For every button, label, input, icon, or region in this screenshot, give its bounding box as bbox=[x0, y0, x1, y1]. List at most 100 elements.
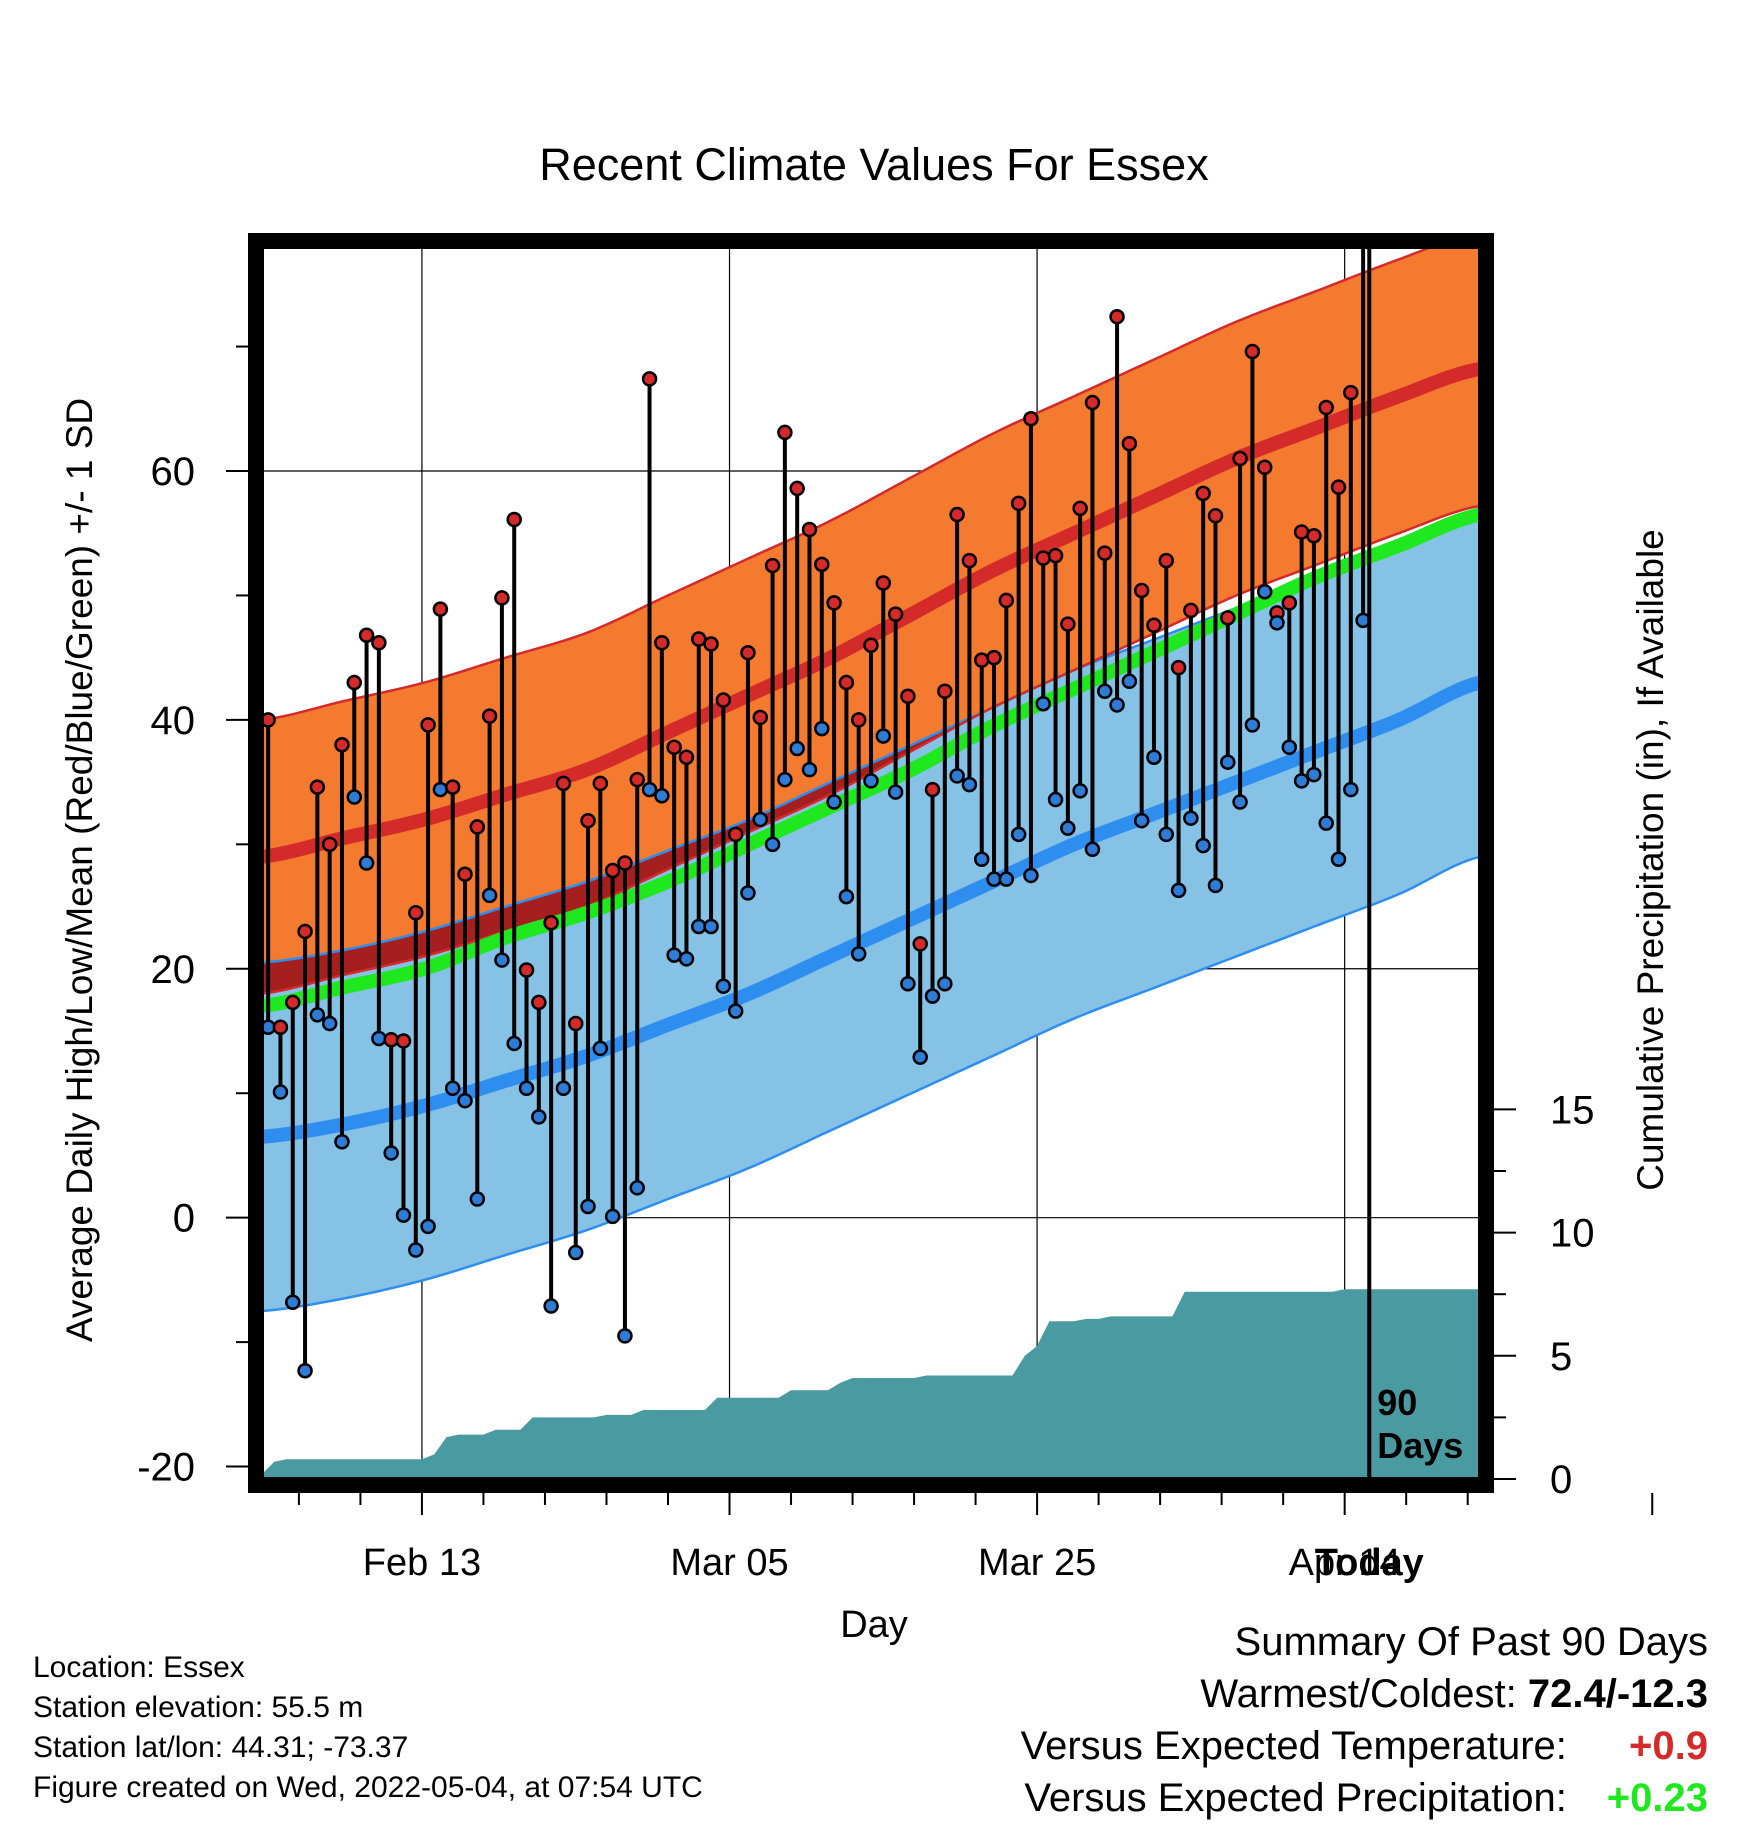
daily-low-point bbox=[1306, 766, 1322, 783]
daily-low-point bbox=[1269, 615, 1285, 631]
high-sd-band bbox=[262, 247, 1480, 994]
daily-low-point bbox=[297, 1362, 313, 1379]
precipitation-fill bbox=[262, 1289, 1480, 1479]
daily-low-point bbox=[1158, 826, 1175, 843]
daily-low-point bbox=[469, 1191, 486, 1207]
daily-high-point bbox=[358, 627, 375, 644]
daily-high-point bbox=[1170, 659, 1187, 676]
summary-panel: Summary Of Past 90 Days Warmest/Coldest:… bbox=[1021, 1620, 1708, 1828]
daily-high-point bbox=[262, 712, 276, 728]
daily-low-point bbox=[666, 947, 682, 963]
daily-high-point bbox=[617, 855, 633, 871]
daily-high-point bbox=[420, 717, 436, 733]
daily-high-point bbox=[383, 1031, 399, 1048]
daily-high-point bbox=[666, 739, 682, 756]
daily-high-point bbox=[691, 631, 707, 647]
daily-low-point bbox=[358, 855, 375, 871]
daily-low-point bbox=[986, 871, 1002, 887]
daily-low-point bbox=[1133, 812, 1150, 829]
daily-high-point bbox=[334, 737, 350, 753]
daily-low-point bbox=[1010, 826, 1027, 843]
daily-low-point bbox=[678, 951, 695, 967]
daily-low-point bbox=[998, 871, 1015, 887]
daily-high-point bbox=[309, 779, 326, 795]
daily-low-point bbox=[481, 887, 498, 904]
daily-high-point bbox=[1146, 617, 1162, 634]
daily-low-point bbox=[420, 1218, 436, 1235]
daily-high-point bbox=[1035, 550, 1051, 566]
daily-high-point bbox=[1183, 602, 1199, 619]
left-tick-label: -20 bbox=[137, 1446, 195, 1490]
daily-high-point bbox=[1072, 500, 1088, 517]
daily-high-point bbox=[297, 923, 313, 940]
daily-high-point bbox=[924, 781, 941, 798]
daily-high-point bbox=[641, 371, 658, 387]
left-axis-label: Average Daily High/Low/Mean (Red/Blue/Gr… bbox=[59, 398, 100, 1342]
daily-high-point bbox=[457, 866, 473, 882]
daily-low-point bbox=[1097, 683, 1113, 700]
daily-low-point bbox=[912, 1049, 928, 1065]
normal-bands bbox=[262, 247, 1480, 1313]
daily-low-point bbox=[395, 1207, 412, 1223]
daily-high-point bbox=[887, 606, 904, 622]
daily-low-point bbox=[321, 1015, 338, 1032]
daily-low-point bbox=[814, 720, 830, 737]
daily-low-point bbox=[617, 1328, 633, 1344]
left-tick-label: 20 bbox=[151, 948, 196, 992]
today-days-label: Days bbox=[1377, 1425, 1463, 1466]
daily-low-point bbox=[506, 1035, 522, 1052]
daily-low-point bbox=[863, 773, 879, 789]
daily-high-point bbox=[986, 649, 1002, 666]
daily-high-point bbox=[912, 936, 928, 952]
daily-high-point bbox=[506, 511, 522, 528]
daily-high-point bbox=[801, 521, 818, 538]
summary-extremes: Warmest/Coldest: 72.4/-12.3 bbox=[1021, 1672, 1708, 1724]
daily-low-point bbox=[924, 988, 941, 1004]
daily-low-point bbox=[900, 975, 916, 992]
daily-low-point bbox=[1183, 810, 1199, 826]
daily-high-point bbox=[1220, 610, 1236, 626]
extremes-label: Warmest/Coldest: bbox=[1200, 1672, 1517, 1716]
daily-low-point bbox=[1232, 794, 1248, 810]
normal-high-line bbox=[262, 362, 1480, 864]
summary-precip: Versus Expected Precipitation: +0.23 bbox=[1021, 1776, 1708, 1828]
x-tick-label: Feb 13 bbox=[363, 1542, 481, 1584]
daily-low-point bbox=[850, 946, 867, 962]
daily-low-point bbox=[937, 975, 953, 992]
daily-high-point bbox=[1318, 399, 1334, 416]
daily-low-point bbox=[543, 1298, 559, 1314]
daily-high-point bbox=[1121, 435, 1138, 452]
daily-low-point bbox=[1256, 583, 1273, 600]
daily-low-point bbox=[1084, 841, 1101, 858]
right-axis-label: Cumulative Precipitation (in), If Availa… bbox=[1630, 529, 1671, 1191]
daily-low-point bbox=[432, 781, 449, 798]
daily-high-point bbox=[432, 601, 449, 617]
daily-low-point bbox=[1293, 773, 1310, 789]
location-text: Location: Essex bbox=[33, 1651, 245, 1684]
right-tick-label: 10 bbox=[1550, 1212, 1595, 1256]
daily-high-point bbox=[272, 1019, 289, 1036]
elevation-text: Station elevation: 55.5 m bbox=[33, 1691, 364, 1724]
right-tick-label: 0 bbox=[1550, 1458, 1572, 1502]
daily-high-point bbox=[567, 1015, 584, 1032]
daily-high-point bbox=[395, 1033, 412, 1049]
daily-high-point bbox=[937, 683, 953, 700]
daily-low-point bbox=[1109, 697, 1125, 713]
low-lower-sd-line bbox=[262, 855, 1480, 1313]
daily-high-point bbox=[838, 674, 855, 691]
daily-low-point bbox=[592, 1040, 609, 1057]
created-text: Figure created on Wed, 2022-05-04, at 07… bbox=[33, 1771, 703, 1804]
plot-frame bbox=[248, 233, 1494, 1493]
daily-low-point bbox=[703, 918, 719, 935]
daily-high-point bbox=[531, 994, 547, 1011]
daily-high-point bbox=[715, 692, 732, 708]
daily-high-point bbox=[555, 775, 572, 792]
daily-low-point bbox=[961, 776, 978, 793]
chart-title: Recent Climate Values For Essex bbox=[539, 139, 1209, 190]
daily-low-point bbox=[1023, 867, 1039, 884]
daily-low-point bbox=[826, 794, 842, 810]
x-tick-label: Mar 05 bbox=[670, 1542, 788, 1584]
daily-low-point bbox=[1207, 877, 1224, 894]
daily-observations bbox=[262, 247, 1371, 1379]
